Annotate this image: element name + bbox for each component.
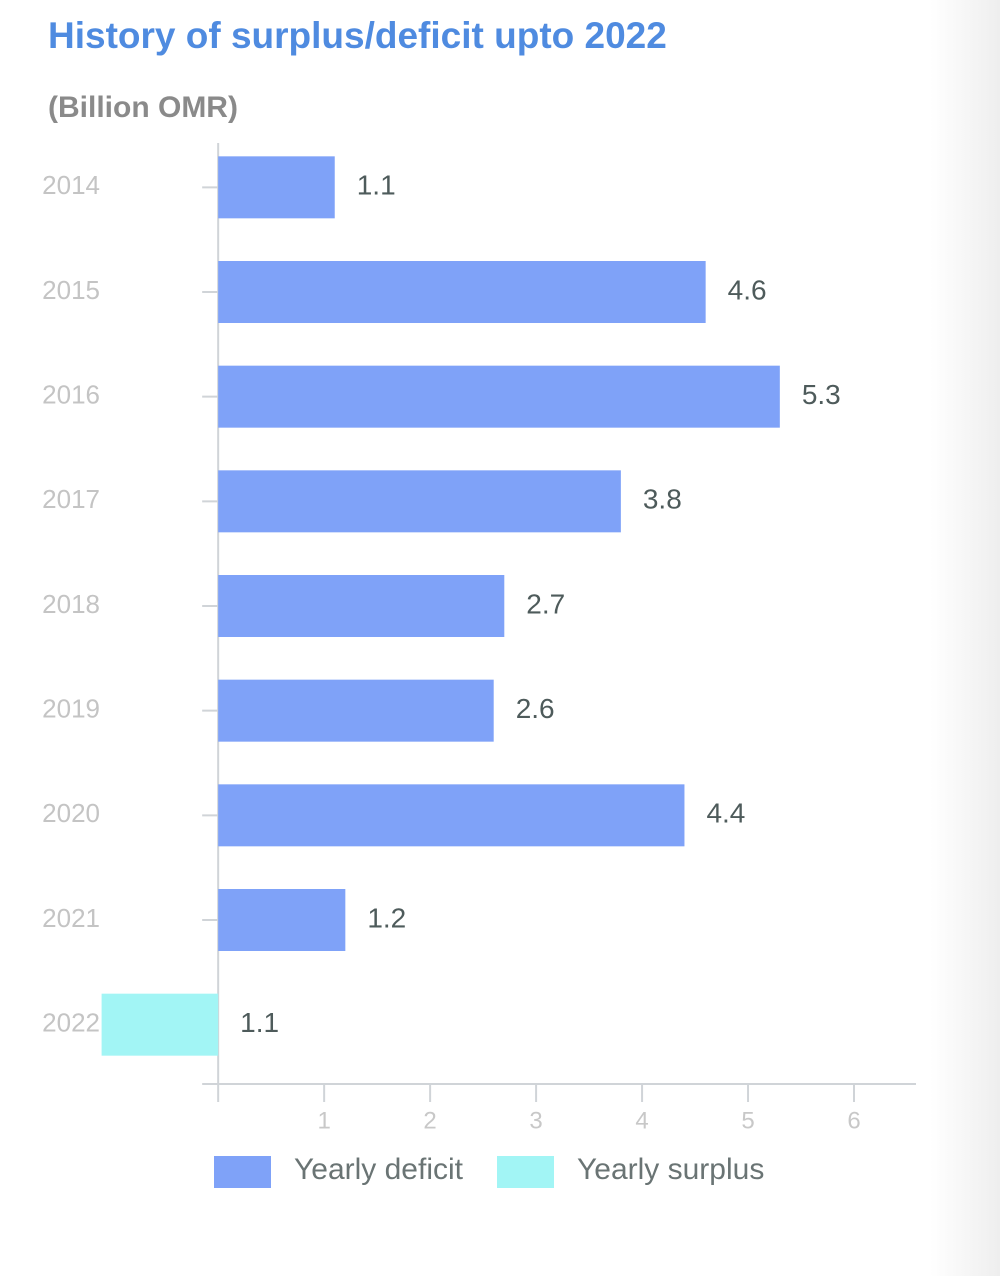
value-label: 1.1	[240, 1007, 279, 1038]
value-label: 4.4	[706, 798, 745, 829]
bar	[218, 261, 706, 323]
x-tick-label: 5	[741, 1107, 754, 1134]
value-label: 4.6	[728, 274, 767, 305]
x-tick-label: 1	[317, 1107, 330, 1134]
legend-label: Yearly surplus	[577, 1153, 764, 1186]
y-tick-label: 2022	[42, 1008, 100, 1038]
value-label: 2.7	[526, 588, 565, 619]
legend-swatch	[214, 1156, 271, 1188]
bar	[218, 679, 494, 742]
bar	[218, 575, 505, 637]
value-label: 5.3	[802, 379, 841, 410]
bar	[218, 470, 621, 533]
legend-label: Yearly deficit	[294, 1153, 464, 1186]
y-tick-label: 2018	[42, 589, 100, 619]
value-label: 1.2	[367, 902, 406, 933]
legend-swatch	[497, 1156, 554, 1188]
y-tick-label: 2017	[42, 484, 100, 514]
y-tick-label: 2019	[42, 694, 100, 724]
value-label: 1.1	[357, 170, 396, 201]
chart-subtitle: (Billion OMR)	[48, 91, 238, 124]
x-tick-label: 2	[423, 1107, 436, 1134]
bar	[218, 365, 780, 428]
x-tick-label: 3	[529, 1107, 542, 1134]
bar	[218, 784, 685, 847]
x-tick-label: 4	[635, 1107, 648, 1134]
y-tick-label: 2014	[42, 170, 100, 200]
value-label: 3.8	[643, 484, 682, 515]
y-tick-label: 2021	[42, 903, 100, 933]
bar	[218, 889, 346, 951]
x-tick-label: 6	[847, 1107, 860, 1134]
bar	[101, 993, 219, 1056]
y-tick-label: 2015	[42, 275, 100, 305]
y-tick-label: 2016	[42, 380, 100, 410]
y-tick-label: 2020	[42, 798, 100, 828]
chart-title: History of surplus/deficit upto 2022	[48, 15, 667, 56]
value-label: 2.6	[516, 693, 555, 724]
bar	[218, 156, 335, 219]
